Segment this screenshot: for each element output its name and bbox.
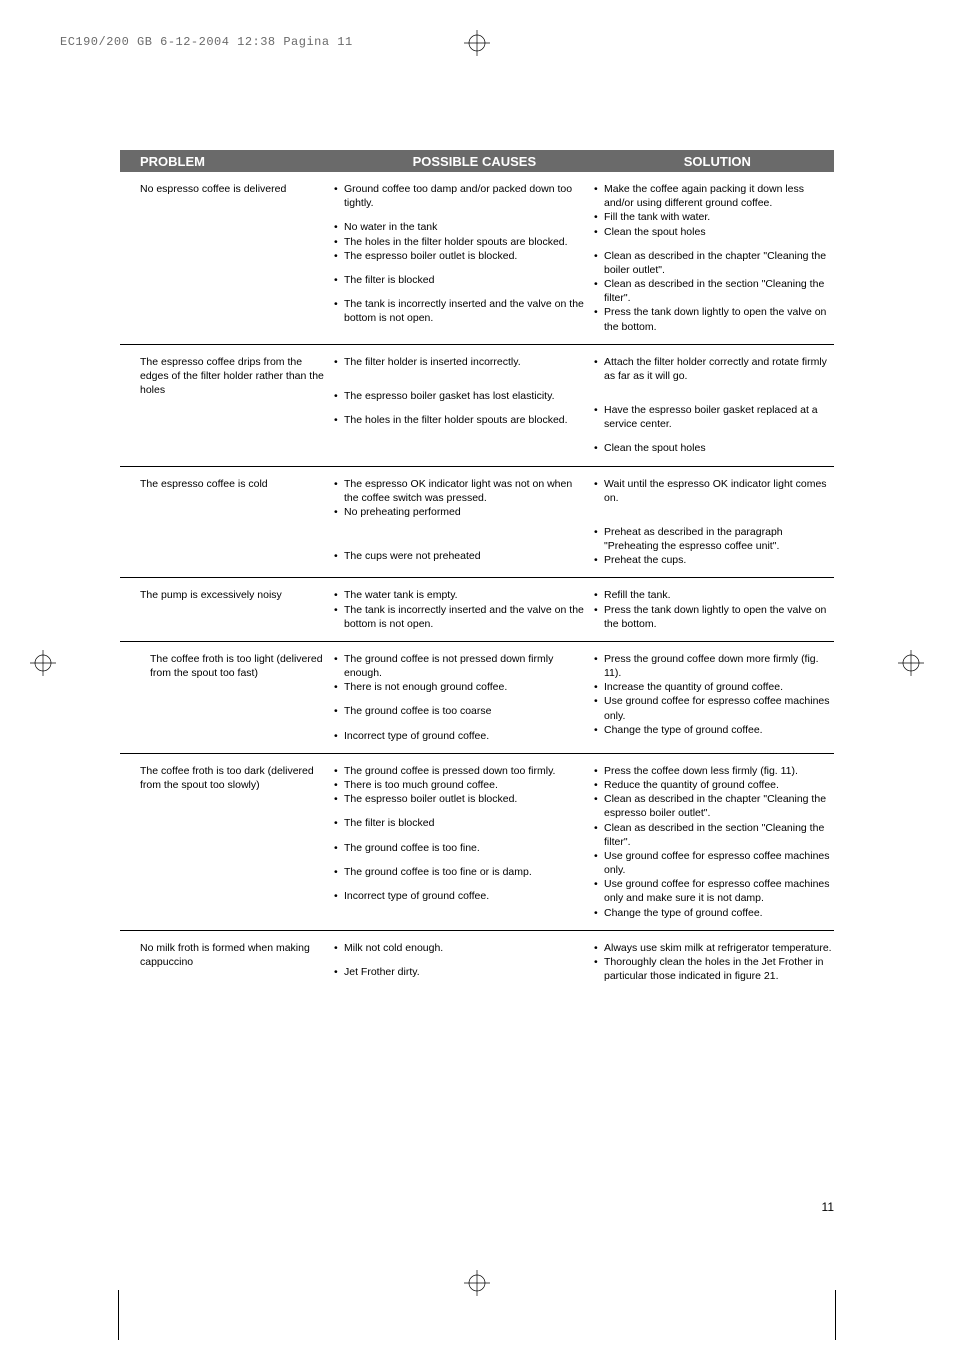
- solution-cell: Press the coffee down less firmly (fig. …: [594, 764, 834, 920]
- cause-item: The espresso boiler outlet is blocked.: [334, 249, 584, 263]
- problem-cell: The coffee froth is too dark (delivered …: [120, 764, 334, 920]
- cause-item: The espresso boiler outlet is blocked.: [334, 792, 584, 806]
- causes-cell: The ground coffee is pressed down too fi…: [334, 764, 594, 920]
- causes-cell: The filter holder is inserted incorrectl…: [334, 355, 594, 456]
- page-number: 11: [822, 1200, 834, 1214]
- cause-item: Incorrect type of ground coffee.: [334, 729, 584, 743]
- cause-item: No water in the tank: [334, 220, 584, 234]
- solution-item: Use ground coffee for espresso coffee ma…: [594, 877, 834, 905]
- cause-item: There is too much ground coffee.: [334, 778, 584, 792]
- solution-item: Clean the spout holes: [594, 225, 834, 239]
- cause-item: Milk not cold enough.: [334, 941, 584, 955]
- crop-mark-bottom: [464, 1270, 490, 1299]
- solution-item: Fill the tank with water.: [594, 210, 834, 224]
- crop-mark-left: [30, 650, 56, 679]
- causes-cell: The ground coffee is not pressed down fi…: [334, 652, 594, 743]
- table-row: The pump is excessively noisyThe water t…: [120, 578, 834, 642]
- solution-cell: Attach the filter holder correctly and r…: [594, 355, 834, 456]
- corner-line-bl: [118, 1290, 119, 1340]
- cause-item: Ground coffee too damp and/or packed dow…: [334, 182, 584, 210]
- table-row: The coffee froth is too light (delivered…: [120, 642, 834, 754]
- table-row: The espresso coffee is coldThe espresso …: [120, 467, 834, 579]
- cause-item: No preheating performed: [334, 505, 584, 519]
- header-causes: POSSIBLE CAUSES: [348, 154, 601, 169]
- table-row: The espresso coffee drips from the edges…: [120, 345, 834, 467]
- solution-item: Press the tank down lightly to open the …: [594, 305, 834, 333]
- causes-cell: The water tank is empty.The tank is inco…: [334, 588, 594, 631]
- problem-cell: The coffee froth is too light (delivered…: [120, 652, 334, 743]
- solution-item: Press the coffee down less firmly (fig. …: [594, 764, 834, 778]
- solution-item: Clean as described in the chapter "Clean…: [594, 792, 834, 820]
- cause-item: The espresso OK indicator light was not …: [334, 477, 584, 505]
- cause-item: The filter is blocked: [334, 273, 584, 287]
- cause-item: Jet Frother dirty.: [334, 965, 584, 979]
- solution-cell: Wait until the espresso OK indicator lig…: [594, 477, 834, 568]
- crop-mark-right: [898, 650, 924, 679]
- problem-cell: No espresso coffee is delivered: [120, 182, 334, 334]
- solution-item: Clean as described in the section "Clean…: [594, 277, 834, 305]
- print-header: EC190/200 GB 6-12-2004 12:38 Pagina 11: [60, 35, 353, 49]
- corner-line-br: [835, 1290, 836, 1340]
- solution-item: Change the type of ground coffee.: [594, 906, 834, 920]
- cause-item: The filter is blocked: [334, 816, 584, 830]
- solution-item: Preheat the cups.: [594, 553, 834, 567]
- table-row: No espresso coffee is deliveredGround co…: [120, 172, 834, 345]
- cause-item: The holes in the filter holder spouts ar…: [334, 413, 584, 427]
- cause-item: The holes in the filter holder spouts ar…: [334, 235, 584, 249]
- causes-cell: The espresso OK indicator light was not …: [334, 477, 594, 568]
- solution-item: Clean the spout holes: [594, 441, 834, 455]
- causes-cell: Ground coffee too damp and/or packed dow…: [334, 182, 594, 334]
- cause-item: The filter holder is inserted incorrectl…: [334, 355, 584, 369]
- troubleshooting-table: PROBLEM POSSIBLE CAUSES SOLUTION No espr…: [120, 150, 834, 993]
- solution-item: Press the tank down lightly to open the …: [594, 603, 834, 631]
- causes-cell: Milk not cold enough. Jet Frother dirty.: [334, 941, 594, 984]
- solution-item: Refill the tank.: [594, 588, 834, 602]
- cause-item: The tank is incorrectly inserted and the…: [334, 297, 584, 325]
- solution-cell: Refill the tank.Press the tank down ligh…: [594, 588, 834, 631]
- problem-cell: The espresso coffee is cold: [120, 477, 334, 568]
- crop-mark-top: [464, 30, 490, 59]
- table-row: No milk froth is formed when making capp…: [120, 931, 834, 994]
- solution-item: Thoroughly clean the holes in the Jet Fr…: [594, 955, 834, 983]
- cause-item: There is not enough ground coffee.: [334, 680, 584, 694]
- problem-cell: The pump is excessively noisy: [120, 588, 334, 631]
- header-problem: PROBLEM: [120, 154, 348, 169]
- solution-item: Attach the filter holder correctly and r…: [594, 355, 834, 383]
- solution-item: Have the espresso boiler gasket replaced…: [594, 403, 834, 431]
- solution-item: Always use skim milk at refrigerator tem…: [594, 941, 834, 955]
- cause-item: The ground coffee is too fine.: [334, 841, 584, 855]
- solution-item: Reduce the quantity of ground coffee.: [594, 778, 834, 792]
- solution-item: Clean as described in the chapter "Clean…: [594, 249, 834, 277]
- cause-item: The ground coffee is not pressed down fi…: [334, 652, 584, 680]
- solution-cell: Make the coffee again packing it down le…: [594, 182, 834, 334]
- header-solution: SOLUTION: [601, 154, 834, 169]
- solution-item: Increase the quantity of ground coffee.: [594, 680, 834, 694]
- table-row: The coffee froth is too dark (delivered …: [120, 754, 834, 931]
- solution-item: Wait until the espresso OK indicator lig…: [594, 477, 834, 505]
- solution-cell: Press the ground coffee down more firmly…: [594, 652, 834, 743]
- solution-item: Use ground coffee for espresso coffee ma…: [594, 694, 834, 722]
- table-header-row: PROBLEM POSSIBLE CAUSES SOLUTION: [120, 150, 834, 172]
- solution-cell: Always use skim milk at refrigerator tem…: [594, 941, 834, 984]
- solution-item: Press the ground coffee down more firmly…: [594, 652, 834, 680]
- cause-item: The tank is incorrectly inserted and the…: [334, 603, 584, 631]
- solution-item: Use ground coffee for espresso coffee ma…: [594, 849, 834, 877]
- cause-item: The ground coffee is too coarse: [334, 704, 584, 718]
- solution-item: Make the coffee again packing it down le…: [594, 182, 834, 210]
- cause-item: The espresso boiler gasket has lost elas…: [334, 389, 584, 403]
- cause-item: The cups were not preheated: [334, 549, 584, 563]
- problem-cell: No milk froth is formed when making capp…: [120, 941, 334, 984]
- solution-item: Clean as described in the section "Clean…: [594, 821, 834, 849]
- cause-item: The ground coffee is pressed down too fi…: [334, 764, 584, 778]
- solution-item: Preheat as described in the paragraph "P…: [594, 525, 834, 553]
- solution-item: Change the type of ground coffee.: [594, 723, 834, 737]
- cause-item: The ground coffee is too fine or is damp…: [334, 865, 584, 879]
- cause-item: The water tank is empty.: [334, 588, 584, 602]
- problem-cell: The espresso coffee drips from the edges…: [120, 355, 334, 456]
- cause-item: Incorrect type of ground coffee.: [334, 889, 584, 903]
